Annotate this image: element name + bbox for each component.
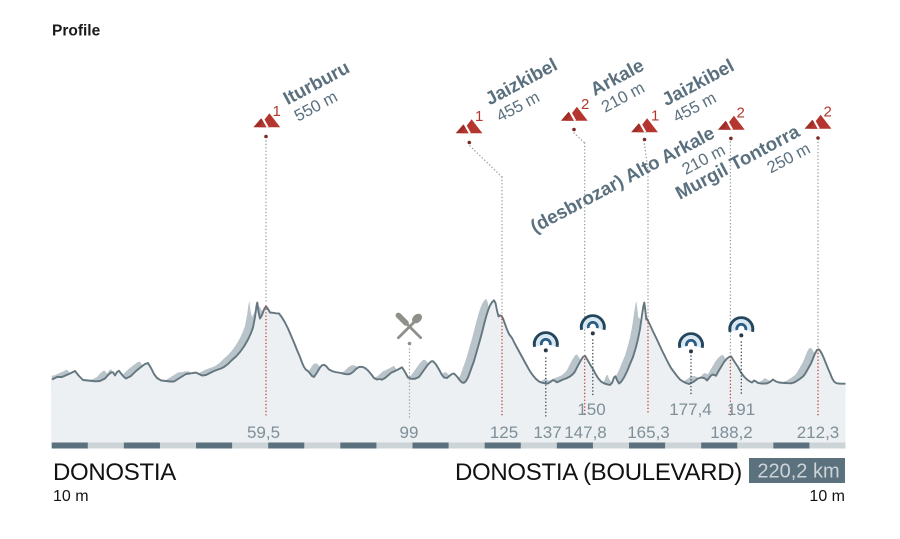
svg-text:59,5: 59,5 (247, 423, 280, 442)
svg-text:10 m: 10 m (53, 488, 89, 505)
svg-text:212,3: 212,3 (797, 423, 840, 442)
svg-text:1: 1 (475, 108, 483, 125)
svg-text:177,4: 177,4 (669, 400, 712, 419)
svg-text:125: 125 (490, 423, 518, 442)
svg-text:2: 2 (581, 96, 589, 113)
svg-text:147,8: 147,8 (564, 423, 607, 442)
svg-text:99: 99 (400, 423, 419, 442)
svg-text:DONOSTIA: DONOSTIA (53, 459, 176, 486)
svg-text:165,3: 165,3 (627, 423, 670, 442)
svg-text:137: 137 (533, 423, 561, 442)
svg-text:1: 1 (273, 103, 281, 120)
svg-text:1: 1 (651, 108, 659, 125)
svg-text:220,2 km: 220,2 km (757, 461, 839, 483)
svg-text:191: 191 (727, 400, 755, 419)
svg-text:2: 2 (737, 105, 745, 122)
svg-text:150: 150 (577, 400, 605, 419)
svg-text:10 m: 10 m (809, 488, 845, 505)
svg-text:DONOSTIA (BOULEVARD): DONOSTIA (BOULEVARD) (455, 459, 742, 486)
svg-text:Profile: Profile (52, 23, 101, 40)
svg-text:188,2: 188,2 (710, 423, 753, 442)
svg-text:2: 2 (824, 104, 832, 121)
